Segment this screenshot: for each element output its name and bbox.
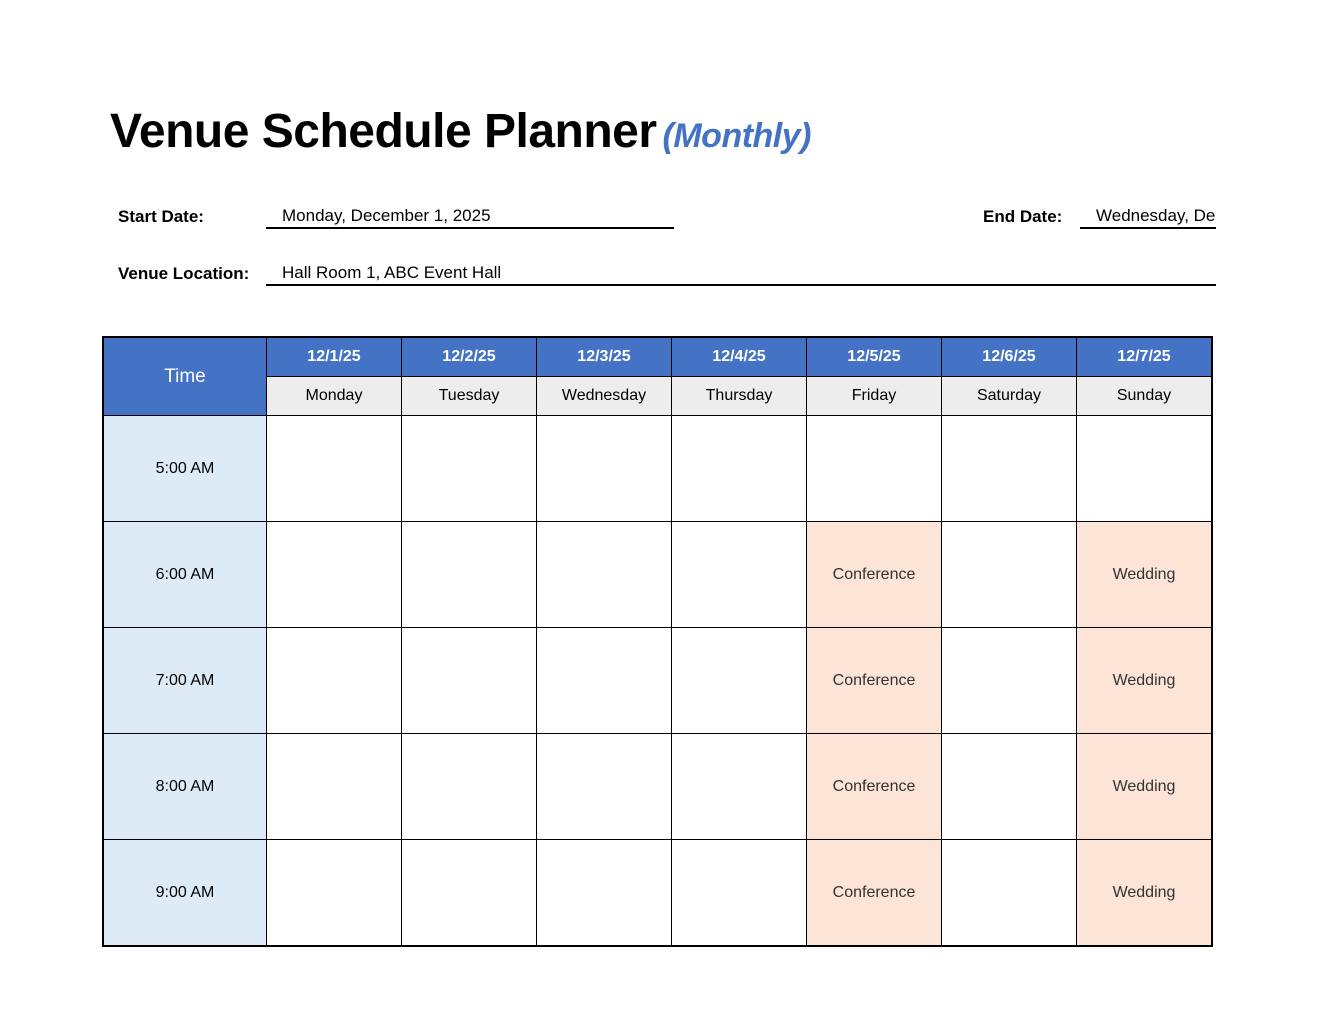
date-header: 12/4/25 (671, 336, 807, 377)
time-header: Time (102, 336, 267, 416)
schedule-cell[interactable] (671, 627, 807, 734)
schedule-cell[interactable] (941, 415, 1077, 522)
title-text: Venue Schedule Planner (110, 105, 657, 158)
schedule-cell[interactable] (536, 733, 672, 840)
schedule-cell[interactable] (266, 627, 402, 734)
schedule-cell[interactable] (806, 415, 942, 522)
table-row: 8:00 AM Conference Wedding (102, 733, 1213, 840)
table-row: 6:00 AM Conference Wedding (102, 521, 1213, 628)
event-cell[interactable]: Wedding (1076, 839, 1213, 947)
venue-location-field[interactable]: Hall Room 1, ABC Event Hall (266, 264, 1216, 286)
time-cell: 6:00 AM (102, 521, 267, 628)
table-row: 9:00 AM Conference Wedding (102, 839, 1213, 947)
event-cell[interactable]: Conference (806, 627, 942, 734)
end-date-label: End Date: (983, 207, 1063, 226)
venue-location-label: Venue Location: (118, 264, 250, 283)
date-header: 12/6/25 (941, 336, 1077, 377)
day-header: Saturday (941, 376, 1077, 416)
schedule-cell[interactable] (266, 839, 402, 947)
schedule-cell[interactable] (941, 627, 1077, 734)
event-cell[interactable]: Wedding (1076, 521, 1213, 628)
schedule-table: Time 12/1/25 12/2/25 12/3/25 12/4/25 12/5/25… (102, 336, 1213, 947)
schedule-cell[interactable] (536, 627, 672, 734)
date-header: 12/7/25 (1076, 336, 1213, 377)
event-cell[interactable]: Conference (806, 733, 942, 840)
schedule-cell[interactable] (941, 733, 1077, 840)
time-cell: 9:00 AM (102, 839, 267, 947)
schedule-cell[interactable] (401, 627, 537, 734)
schedule-cell[interactable] (266, 733, 402, 840)
schedule-cell[interactable] (401, 521, 537, 628)
date-header: 12/5/25 (806, 336, 942, 377)
schedule-cell[interactable] (401, 415, 537, 522)
subtitle: (Monthly) (662, 117, 812, 155)
page-title: Venue Schedule Planner (Monthly) (110, 104, 811, 159)
event-cell[interactable]: Wedding (1076, 627, 1213, 734)
schedule-cell[interactable] (671, 415, 807, 522)
date-header: 12/2/25 (401, 336, 537, 377)
schedule-cell[interactable] (536, 521, 672, 628)
schedule-cell[interactable] (536, 415, 672, 522)
schedule-cell[interactable] (671, 839, 807, 947)
schedule-cell[interactable] (671, 521, 807, 628)
table-row: 5:00 AM (102, 415, 1213, 522)
day-header: Tuesday (401, 376, 537, 416)
time-cell: 8:00 AM (102, 733, 267, 840)
day-header: Sunday (1076, 376, 1213, 416)
start-date-label: Start Date: (118, 207, 204, 226)
schedule-cell[interactable] (941, 521, 1077, 628)
day-header: Friday (806, 376, 942, 416)
schedule-cell[interactable] (401, 839, 537, 947)
date-header: 12/3/25 (536, 336, 672, 377)
time-cell: 5:00 AM (102, 415, 267, 522)
table-row: 7:00 AM Conference Wedding (102, 627, 1213, 734)
day-header: Monday (266, 376, 402, 416)
event-cell[interactable]: Conference (806, 521, 942, 628)
schedule-cell[interactable] (266, 415, 402, 522)
schedule-cell[interactable] (401, 733, 537, 840)
schedule-cell[interactable] (671, 733, 807, 840)
schedule-cell[interactable] (941, 839, 1077, 947)
event-cell[interactable]: Conference (806, 839, 942, 947)
event-cell[interactable]: Wedding (1076, 733, 1213, 840)
schedule-cell[interactable] (536, 839, 672, 947)
schedule-cell[interactable] (266, 521, 402, 628)
day-header: Thursday (671, 376, 807, 416)
time-cell: 7:00 AM (102, 627, 267, 734)
day-header: Wednesday (536, 376, 672, 416)
start-date-field[interactable]: Monday, December 1, 2025 (266, 207, 674, 229)
end-date-field[interactable]: Wednesday, De (1080, 207, 1216, 229)
date-header: 12/1/25 (266, 336, 402, 377)
schedule-cell[interactable] (1076, 415, 1213, 522)
